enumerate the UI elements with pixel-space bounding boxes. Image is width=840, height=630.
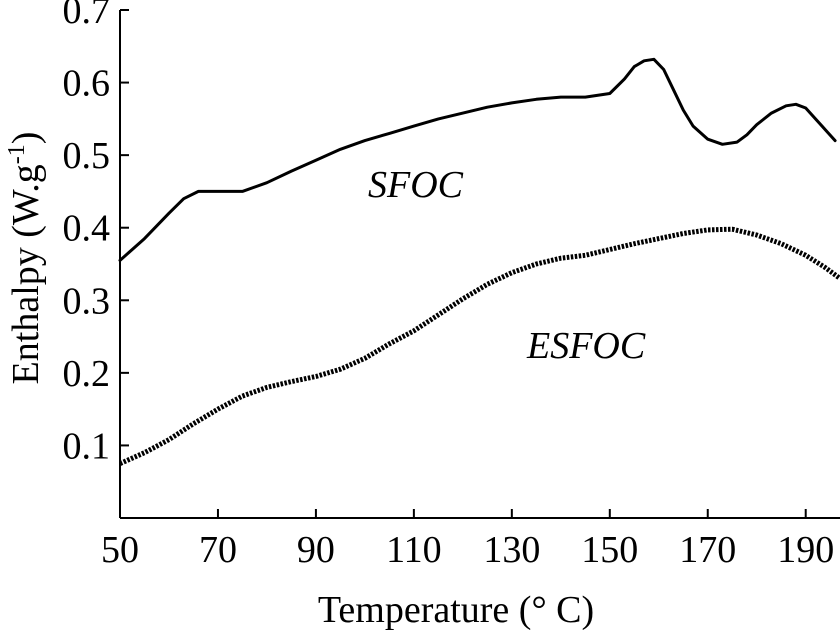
x-tick-label: 70 (199, 529, 237, 571)
y-tick-label: 0.2 (63, 353, 111, 395)
y-tick-label: 0.3 (63, 280, 111, 322)
series-label-sfoc: SFOC (368, 164, 464, 206)
series-line-sfoc (118, 57, 837, 262)
x-tick-label: 150 (581, 529, 638, 571)
series-label-esfoc: ESFOC (526, 325, 646, 367)
x-axis-title: Temperature (° C) (318, 589, 594, 630)
y-axis-title-sup: -1 (4, 144, 30, 164)
series-layer (118, 57, 840, 466)
y-tick-label: 0.7 (63, 0, 111, 32)
series-line-esfoc (118, 226, 840, 466)
x-tick-label: 110 (386, 529, 442, 571)
x-tick-label: 50 (101, 529, 139, 571)
x-tick-label: 170 (679, 529, 736, 571)
y-tick-label: 0.5 (63, 135, 111, 177)
y-tick-label: 0.1 (63, 425, 111, 467)
x-tick-label: 90 (297, 529, 335, 571)
tick-layer: 0.1 0.2 0.3 0.4 0.5 0.6 0.7 50 70 90 110 130 150 170 1… (63, 0, 835, 571)
y-axis-title-main: Enthalpy (W.g (5, 164, 47, 384)
y-tick-label: 0.6 (63, 63, 111, 105)
y-axis-title: Enthalpy (W.g-1) (4, 132, 47, 385)
y-axis-title-close: ) (5, 132, 47, 145)
x-tick-label: 190 (777, 529, 834, 571)
axes (119, 10, 840, 519)
y-tick-label: 0.4 (63, 208, 111, 250)
x-tick-label: 130 (483, 529, 540, 571)
